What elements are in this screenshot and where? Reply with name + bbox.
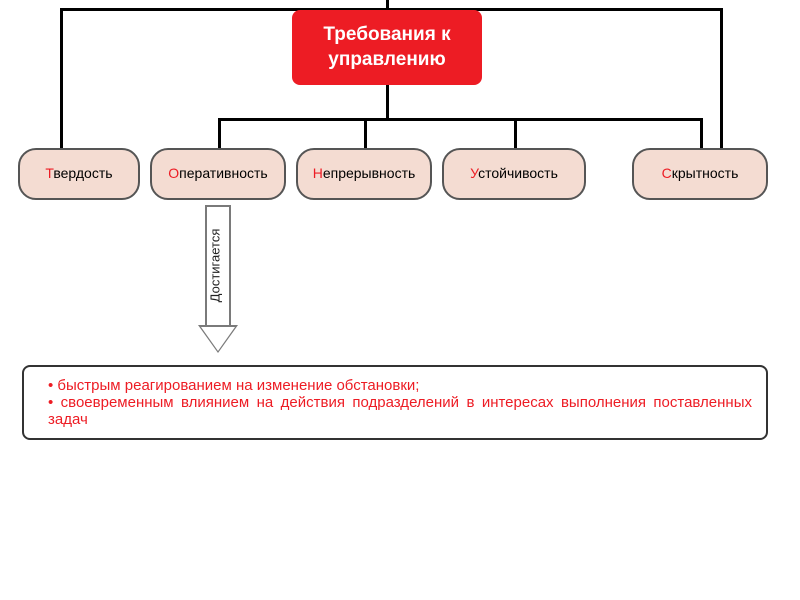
details-bullet: быстрым реагированием на изменение обста… [48,377,752,394]
root-label: Требования к управлению [308,23,466,72]
child-node-3: Непрерывность [296,148,432,200]
arrow-head-icon [198,325,238,353]
details-list: быстрым реагированием на изменение обста… [38,377,752,428]
root-node: Требования к управлению [292,10,482,85]
child-label: Твердость [45,166,112,181]
connector-stub-3 [364,118,367,148]
connector-stub-2 [218,118,221,148]
child-node-1: Твердость [18,148,140,200]
connector-mid-bar [218,118,702,121]
details-bullet: своевременным влиянием на действия подра… [48,394,752,428]
connector-root-down [386,85,389,118]
details-box: быстрым реагированием на изменение обста… [22,365,768,440]
connector-left-drop [60,8,63,148]
connector-right-drop [720,8,723,148]
arrow-label: Достигается [207,229,222,303]
connector-stub-5 [700,118,703,148]
child-label: Оперативность [168,166,267,181]
connector-root-top [386,0,389,10]
child-label: Непрерывность [313,166,416,181]
child-node-4: Устойчивость [442,148,586,200]
child-node-5: Скрытность [632,148,768,200]
child-label: Скрытность [662,166,739,181]
child-node-2: Оперативность [150,148,286,200]
connector-stub-4 [514,118,517,148]
child-label: Устойчивость [470,166,558,181]
